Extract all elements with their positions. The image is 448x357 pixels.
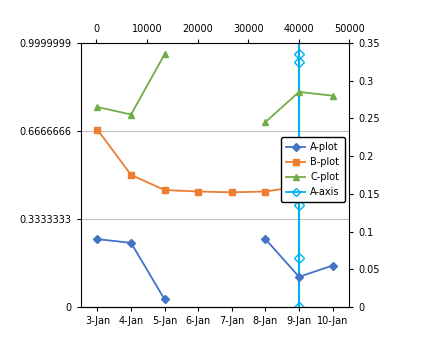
Legend: A-plot, B-plot, C-plot, A-axis: A-plot, B-plot, C-plot, A-axis bbox=[281, 137, 345, 202]
